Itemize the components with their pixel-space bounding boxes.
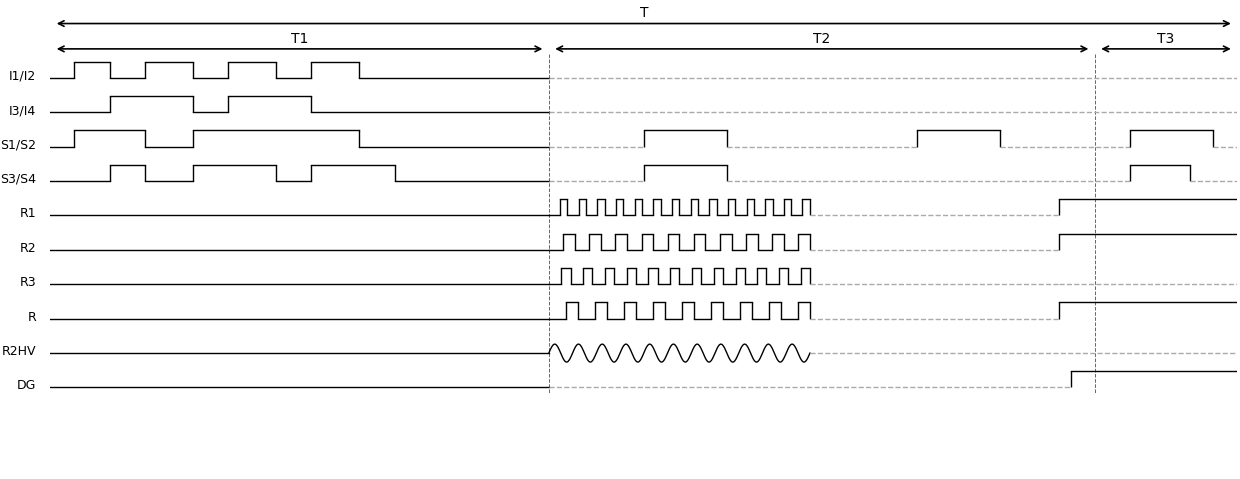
Text: R: R — [27, 310, 36, 323]
Text: I1/I2: I1/I2 — [9, 70, 36, 83]
Text: T: T — [640, 6, 649, 20]
Text: R3: R3 — [20, 276, 36, 289]
Text: T1: T1 — [291, 32, 309, 46]
Text: R1: R1 — [20, 207, 36, 220]
Text: DG: DG — [16, 379, 36, 392]
Text: R2: R2 — [20, 242, 36, 255]
Text: T3: T3 — [1157, 32, 1174, 46]
Text: I3/I4: I3/I4 — [9, 104, 36, 117]
Text: T2: T2 — [813, 32, 831, 46]
Text: S1/S2: S1/S2 — [0, 138, 36, 151]
Text: S3/S4: S3/S4 — [0, 173, 36, 186]
Text: R2HV: R2HV — [1, 345, 36, 358]
